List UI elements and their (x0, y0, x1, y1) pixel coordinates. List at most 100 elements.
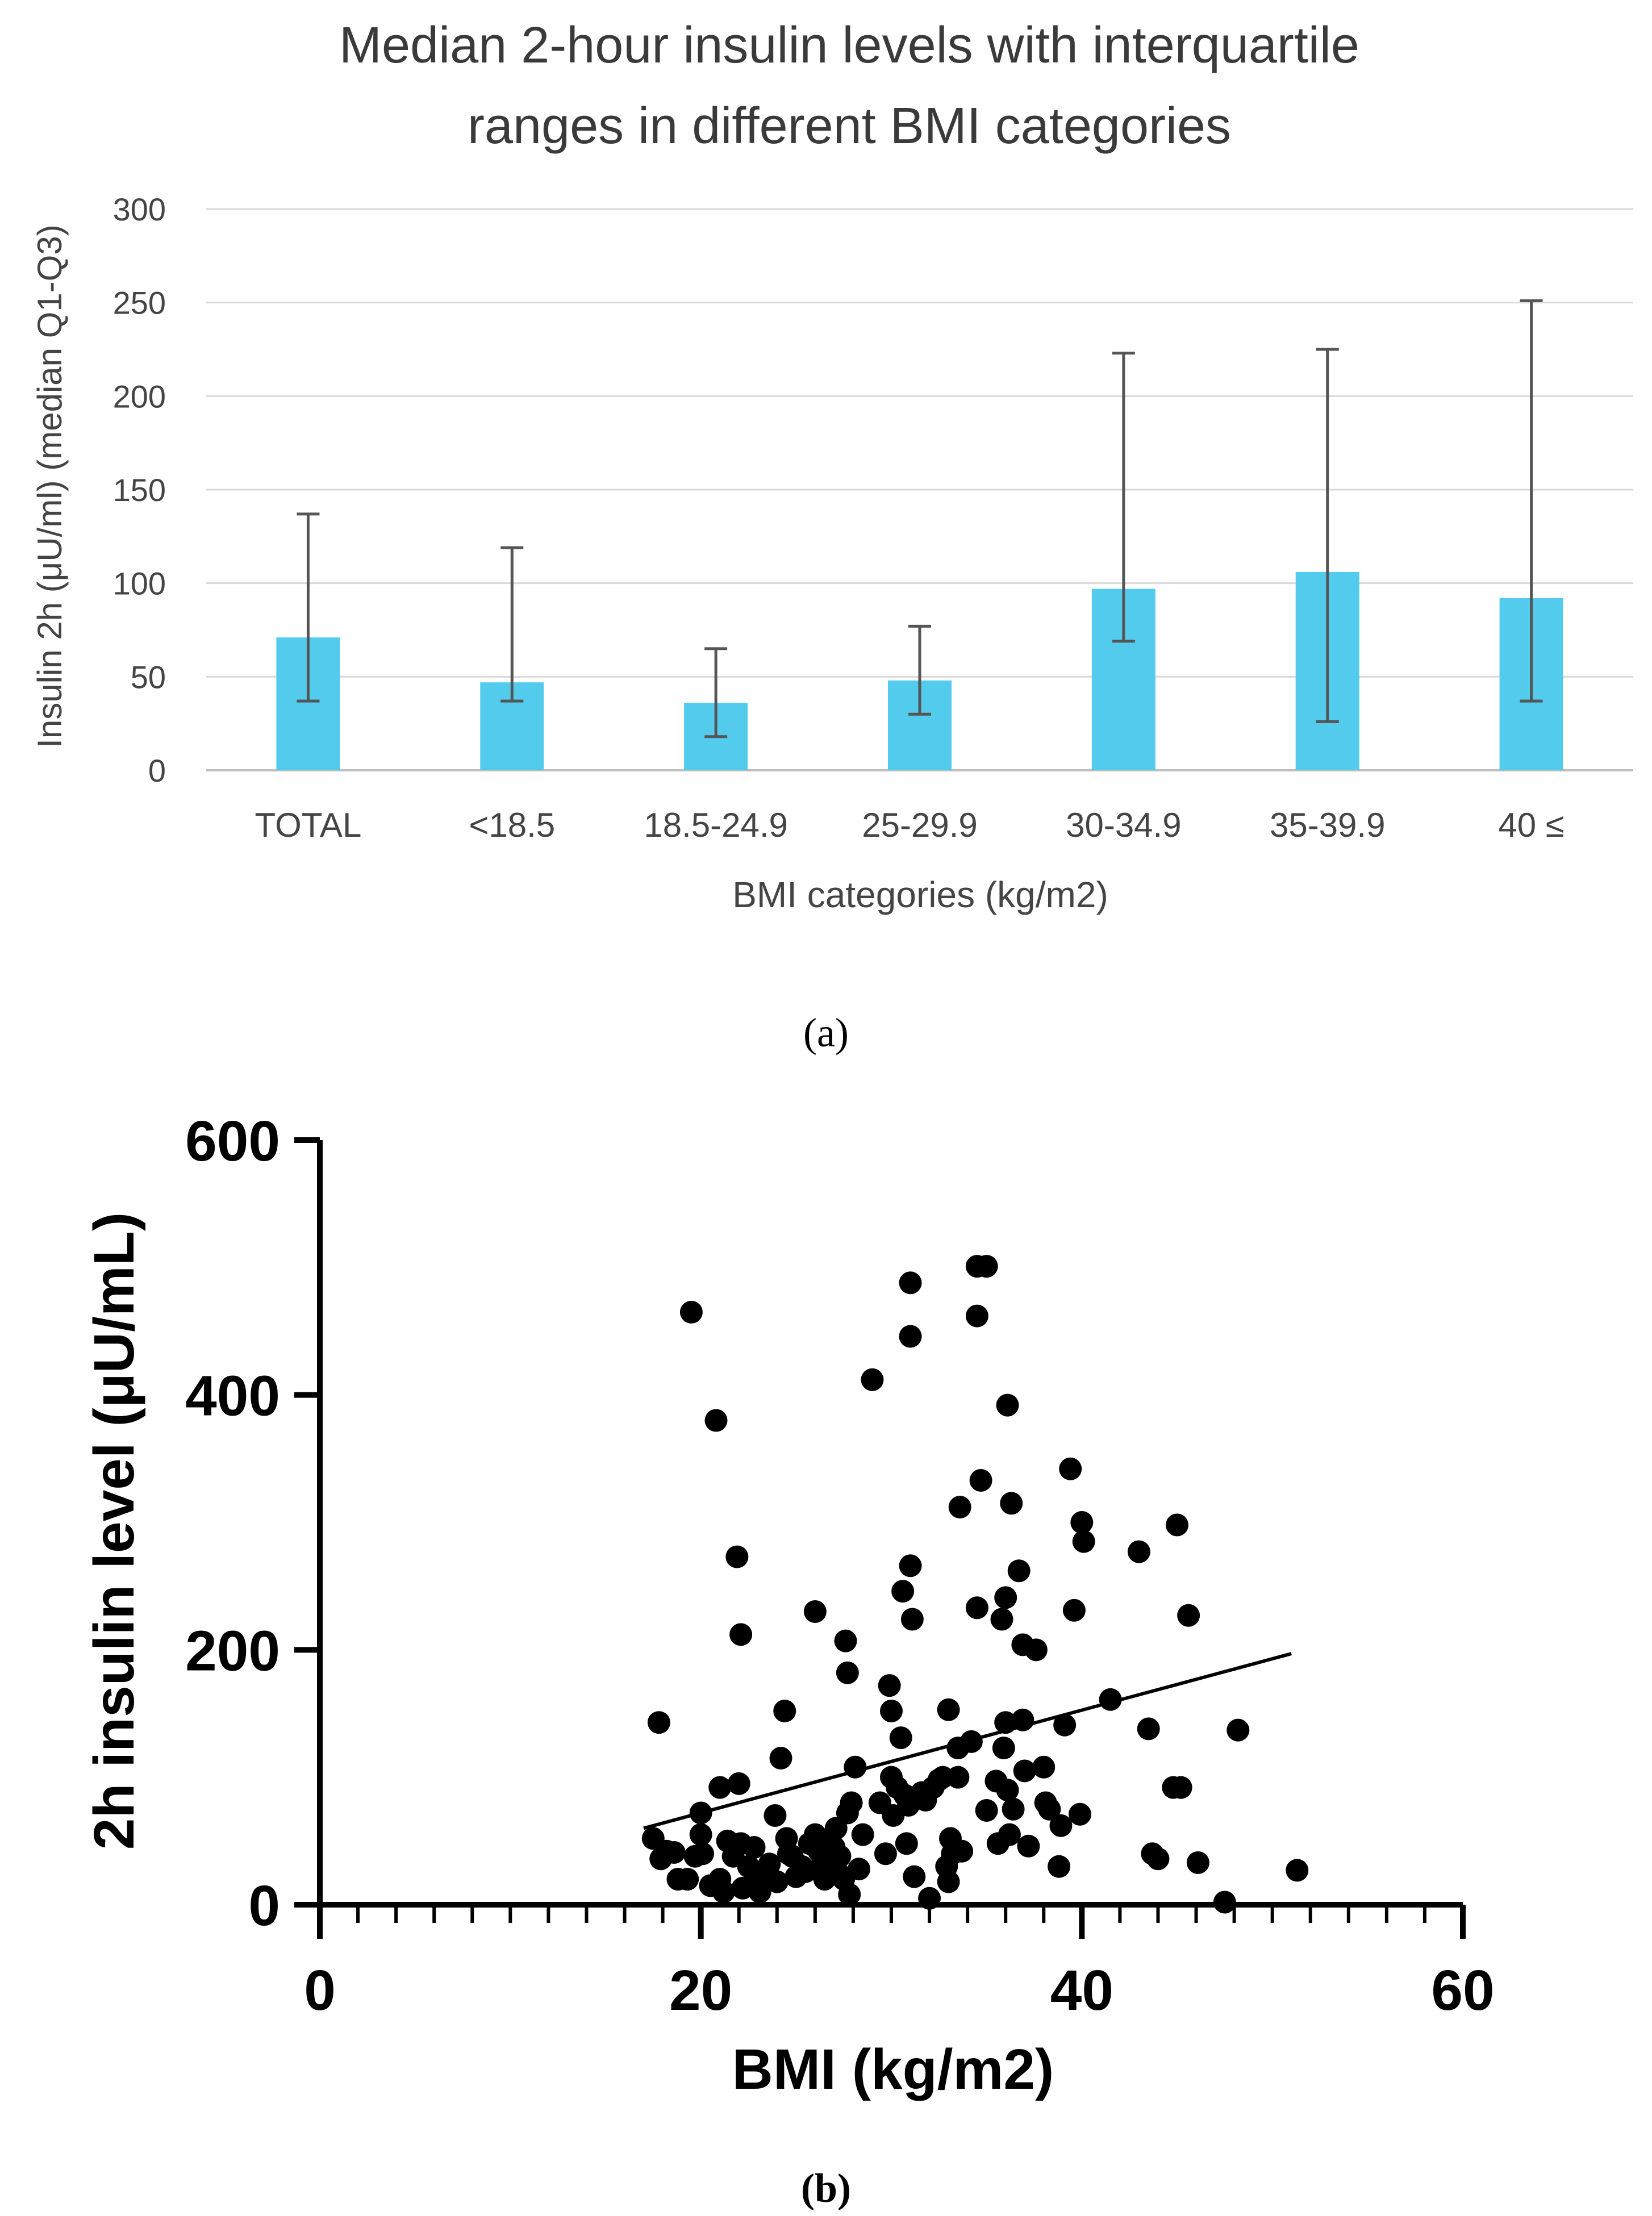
data-point (803, 1600, 827, 1624)
y-tick-labels: 0 50 100 150 200 250 300 (113, 191, 166, 788)
data-point (834, 1629, 857, 1652)
data-point (691, 1842, 715, 1866)
data-point (1062, 1599, 1086, 1622)
data-point (748, 1880, 771, 1904)
data-point (996, 1393, 1019, 1417)
y-tick-label: 100 (113, 566, 166, 602)
data-point (647, 1711, 670, 1734)
data-point (1048, 1855, 1071, 1878)
data-point (836, 1661, 859, 1684)
y-tick-label: 300 (113, 191, 166, 227)
data-point (969, 1468, 992, 1492)
y-tick-label: 150 (113, 472, 166, 508)
chart-title-line-2: ranges in different BMI categories (468, 98, 1231, 155)
x-tick-labels: 0 20 40 60 (304, 1959, 1494, 2022)
scatter-chart-panel: 0 200 400 600 0 20 40 60 2h insulin level (μU/… (82, 1109, 1495, 2211)
data-point (676, 1868, 699, 1891)
data-point (1000, 1492, 1023, 1515)
data-point (1070, 1511, 1094, 1534)
x-tick-label: 40 (1050, 1959, 1113, 2022)
trend-line (643, 1652, 1292, 1830)
scatter-axes (294, 1137, 1466, 1939)
x-tick-label: 60 (1431, 1959, 1494, 2022)
data-point (889, 1726, 912, 1750)
data-point (689, 1823, 712, 1846)
data-point (1072, 1530, 1095, 1553)
data-point (758, 1852, 781, 1876)
data-point (838, 1883, 861, 1906)
y-tick-label: 400 (185, 1364, 280, 1428)
x-tick-label: <18.5 (469, 806, 555, 844)
x-tick-labels: TOTAL <18.5 18.5-24.9 25-29.9 30-34.9 35-39.9… (255, 806, 1565, 844)
data-point (891, 1580, 915, 1603)
y-tick-label: 200 (185, 1619, 280, 1683)
data-point (708, 1776, 732, 1799)
data-point (729, 1623, 753, 1646)
data-point (948, 1496, 971, 1519)
data-point (994, 1586, 1017, 1609)
data-point (851, 1823, 874, 1846)
data-point (1002, 1797, 1025, 1821)
scatter-points (641, 1255, 1309, 1914)
x-tick-label: 35-39.9 (1270, 806, 1386, 844)
y-tick-label: 50 (131, 659, 166, 695)
x-tick-label: 0 (304, 1959, 336, 2022)
x-tick-label: 40 ≤ (1498, 806, 1564, 844)
data-point (990, 1608, 1013, 1631)
panel-label-b: (b) (801, 2165, 851, 2211)
data-point (899, 1271, 922, 1295)
data-point (996, 1779, 1019, 1802)
data-point (874, 1842, 897, 1866)
data-point (878, 1674, 901, 1697)
data-point (1007, 1559, 1031, 1583)
y-tick-label: 0 (248, 1874, 280, 1938)
data-point (1059, 1457, 1082, 1480)
data-point (950, 1839, 974, 1863)
data-point (1146, 1847, 1170, 1871)
x-tick-label: 20 (669, 1959, 732, 2022)
data-point (742, 1836, 766, 1859)
y-tick-label: 200 (113, 378, 166, 414)
data-point (1017, 1834, 1040, 1858)
data-point (773, 1700, 796, 1723)
data-point (794, 1860, 817, 1883)
data-point (880, 1700, 903, 1723)
data-point (1213, 1891, 1236, 1914)
y-axis-label: Insulin 2h (μU/ml) (median Q1-Q3) (31, 224, 69, 748)
data-point (725, 1545, 749, 1568)
y-tick-label: 600 (185, 1109, 280, 1173)
data-point (1053, 1713, 1077, 1737)
x-tick-label: 25-29.9 (862, 806, 978, 844)
data-point (1013, 1759, 1036, 1783)
data-point (965, 1304, 988, 1328)
data-point (1068, 1802, 1091, 1826)
data-point (727, 1772, 750, 1795)
x-tick-label: TOTAL (255, 806, 362, 844)
data-point (899, 1554, 922, 1578)
y-tick-label: 250 (113, 285, 166, 321)
x-tick-label: 30-34.9 (1066, 806, 1182, 844)
data-point (769, 1747, 792, 1770)
data-point (1166, 1513, 1188, 1537)
data-point (1038, 1797, 1061, 1821)
data-point (998, 1823, 1021, 1846)
data-point (975, 1798, 998, 1822)
data-point (764, 1804, 787, 1827)
data-point (937, 1870, 960, 1893)
data-point (1024, 1638, 1048, 1662)
data-point (965, 1596, 988, 1620)
data-point (1177, 1604, 1200, 1627)
y-axis-label: 2h insulin level (μU/mL) (82, 1212, 146, 1850)
data-point (1169, 1776, 1192, 1799)
data-point (903, 1865, 926, 1888)
error-bars (297, 299, 1543, 738)
panel-label-a: (a) (803, 1010, 849, 1055)
x-axis-label: BMI categories (kg/m2) (732, 874, 1108, 915)
data-point (900, 1608, 924, 1631)
y-tick-label: 0 (148, 753, 166, 788)
y-tick-labels: 0 200 400 600 (185, 1109, 280, 1938)
data-point (1049, 1814, 1073, 1837)
data-point (946, 1766, 970, 1789)
chart-title-line-1: Median 2-hour insulin levels with interq… (339, 17, 1359, 74)
